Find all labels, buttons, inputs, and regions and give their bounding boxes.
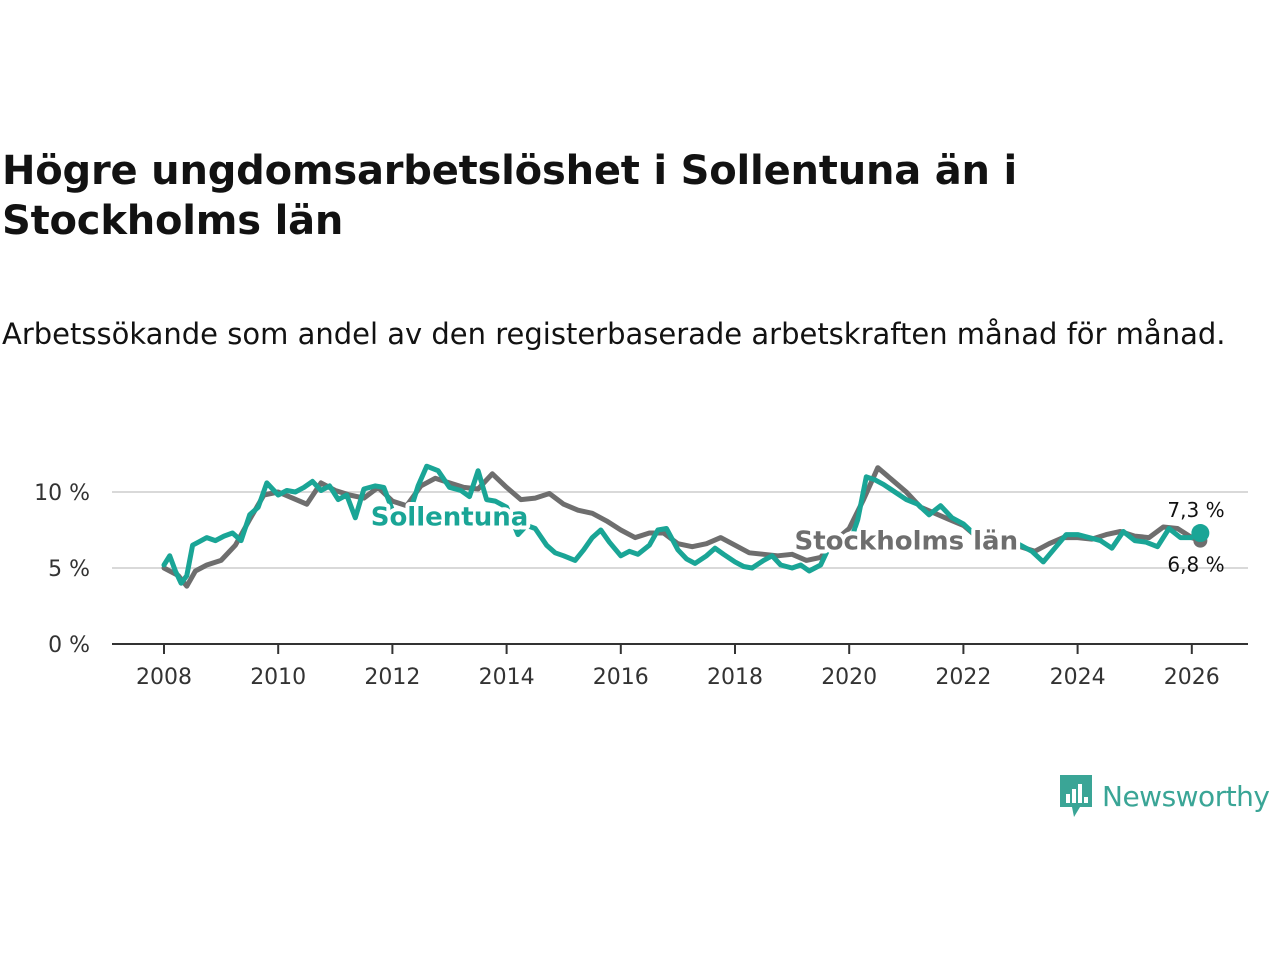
chart-subtitle: Arbetssökande som andel av den registerb…	[2, 317, 1226, 351]
x-tick-label: 2026	[1164, 665, 1220, 690]
x-tick-label: 2018	[707, 665, 763, 690]
x-tick-label: 2016	[593, 665, 649, 690]
end-marker-sollentuna	[1191, 524, 1210, 543]
newsworthy-logo-text: Newsworthy	[1102, 779, 1270, 813]
y-tick-label: 10 %	[34, 481, 90, 506]
x-tick-label: 2024	[1050, 665, 1106, 690]
x-tick-label: 2012	[364, 665, 420, 690]
series-label-sollentuna: Sollentuna	[371, 502, 529, 532]
series-label-stockholms-län: Stockholms län	[795, 527, 1019, 557]
newsworthy-logo: Newsworthy	[1058, 772, 1270, 820]
y-tick-label: 5 %	[48, 557, 90, 582]
y-tick-label: 0 %	[48, 633, 90, 658]
series-lines	[161, 463, 1203, 589]
series-label-halo: Stockholms län	[795, 527, 1019, 557]
series-label-halo: Sollentuna	[371, 502, 529, 532]
x-tick-label: 2014	[479, 665, 535, 690]
end-label-sollentuna: 7,3 %	[1167, 498, 1224, 522]
newsworthy-bar-chart-icon	[1060, 775, 1092, 817]
chart-title: Högre ungdomsarbetslöshet i Sollentuna ä…	[2, 148, 1018, 244]
x-tick-label: 2022	[935, 665, 991, 690]
end-label-stockholms-län: 6,8 %	[1167, 553, 1224, 577]
line-chart: 0 %5 %10 % 2008 2010 2012 2014 2016 2018 2020 2…	[34, 463, 1248, 690]
x-axis: 2008 2010 2012 2014 2016 2018 2020 2022 2024 2026	[112, 643, 1248, 690]
x-tick-label: 2008	[136, 665, 192, 690]
gridlines: 0 % 5 % 10 %	[34, 481, 1248, 658]
x-tick-label: 2010	[250, 665, 306, 690]
series-line-sollentuna	[161, 463, 1203, 586]
x-tick-label: 2020	[821, 665, 877, 690]
